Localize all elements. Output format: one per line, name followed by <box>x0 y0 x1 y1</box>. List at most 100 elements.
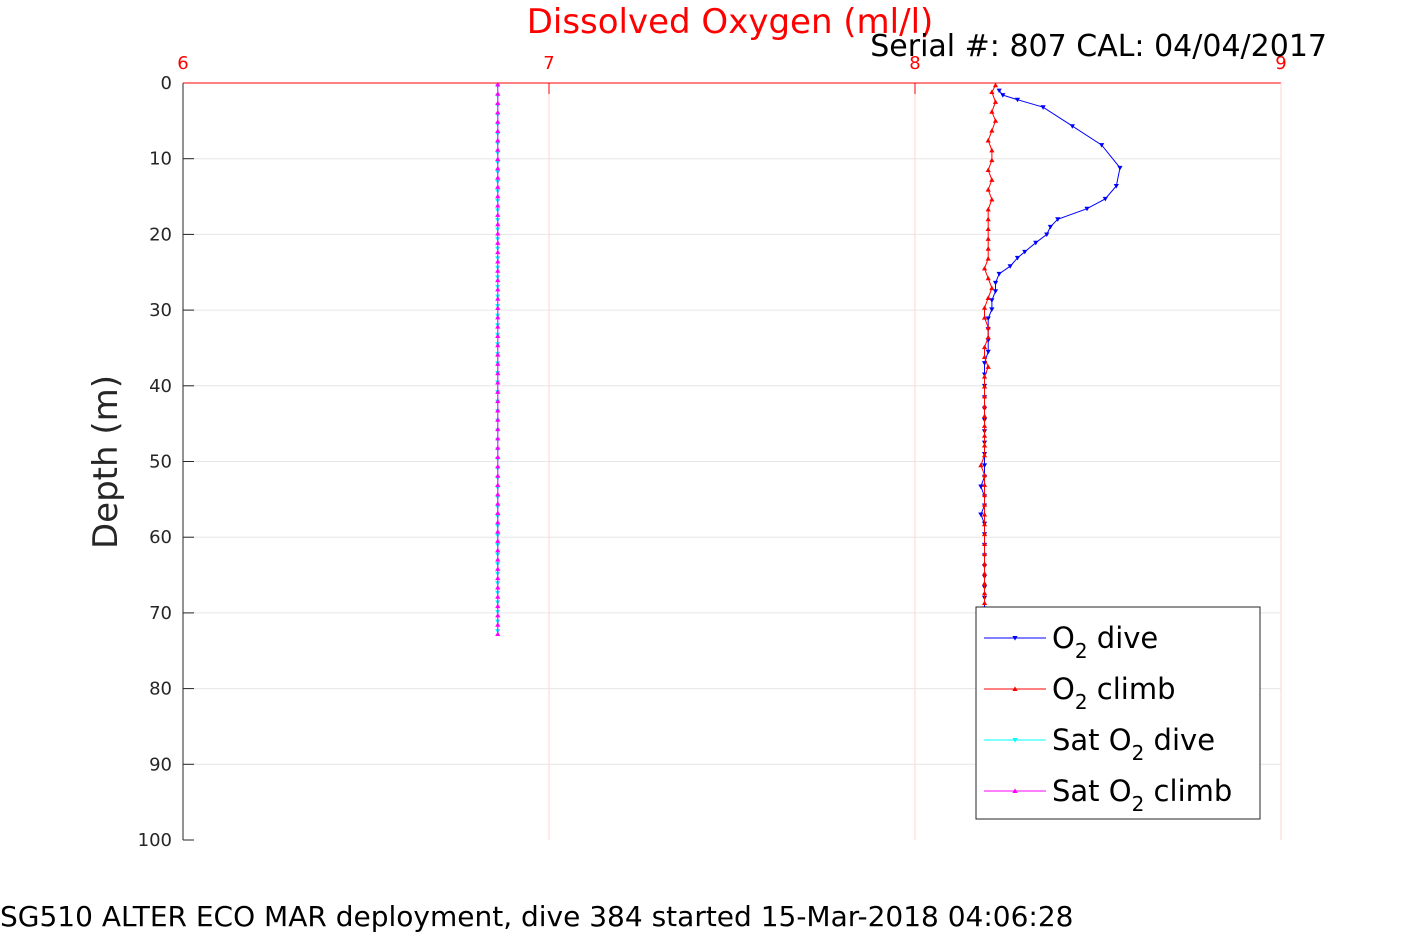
data-point <box>981 570 988 576</box>
data-point <box>989 157 995 163</box>
data-point <box>985 216 991 222</box>
data-point <box>495 556 501 562</box>
data-point <box>985 295 991 300</box>
data-point <box>495 575 501 581</box>
data-point <box>981 531 988 537</box>
data-point <box>495 193 501 199</box>
legend-subscript: 2 <box>1075 639 1088 663</box>
y-tick-label: 40 <box>149 376 172 397</box>
data-point <box>989 177 995 182</box>
data-point <box>989 109 995 114</box>
legend-box <box>975 606 1261 820</box>
y-tick-label: 50 <box>149 452 172 473</box>
data-point <box>992 280 999 286</box>
data-point <box>495 622 501 627</box>
data-point <box>495 165 501 171</box>
data-point <box>1044 232 1050 237</box>
data-point <box>981 551 988 556</box>
y-tick-label: 0 <box>161 73 172 94</box>
data-point <box>495 305 501 311</box>
data-point <box>495 491 501 497</box>
data-point <box>495 156 501 161</box>
data-point <box>1007 264 1013 269</box>
x-tick-label: 6 <box>177 53 188 74</box>
data-point <box>1099 143 1105 148</box>
data-point <box>981 541 988 546</box>
data-point <box>495 137 501 143</box>
data-point <box>495 109 501 115</box>
data-point <box>992 82 999 88</box>
data-point <box>989 307 995 312</box>
data-point <box>495 324 501 329</box>
data-point <box>1000 93 1006 98</box>
y-tick-label: 30 <box>149 300 172 321</box>
data-point <box>495 240 501 245</box>
data-point <box>495 296 501 301</box>
data-point <box>495 314 501 320</box>
x-tick-label: 8 <box>909 53 920 74</box>
data-point <box>981 561 988 566</box>
legend-subscript: 2 <box>1075 690 1088 714</box>
data-point <box>495 119 501 124</box>
data-point <box>989 196 995 202</box>
data-point <box>495 398 501 404</box>
data-point <box>495 268 501 273</box>
data-point <box>985 167 991 173</box>
data-point <box>495 519 501 525</box>
data-point <box>495 277 501 283</box>
legend-label-part: O <box>1052 672 1075 706</box>
data-point <box>1069 124 1075 129</box>
data-point <box>495 454 501 460</box>
data-point <box>495 230 501 236</box>
legend-label-part: climb <box>1088 672 1176 706</box>
data-point <box>981 403 988 409</box>
series-3 <box>495 81 501 637</box>
chart-title: Dissolved Oxygen (ml/l) <box>527 2 934 42</box>
data-point <box>495 286 501 292</box>
data-point <box>996 271 1002 277</box>
data-point <box>495 221 501 227</box>
data-point <box>1047 224 1054 230</box>
legend-entry: Sat O2 climb <box>984 774 1232 816</box>
data-point <box>1055 217 1061 222</box>
data-point <box>1084 206 1090 212</box>
data-point <box>981 423 988 428</box>
data-point <box>495 566 501 571</box>
y-tick-label: 10 <box>149 149 172 170</box>
y-tick-label: 60 <box>149 527 172 548</box>
data-point <box>981 502 988 507</box>
data-point <box>1102 196 1108 202</box>
data-point <box>981 393 988 399</box>
data-point <box>981 361 988 366</box>
data-point <box>978 462 984 468</box>
legend-label: Sat O2 climb <box>1052 774 1232 816</box>
data-point <box>1014 255 1021 261</box>
data-point <box>985 256 991 261</box>
serial-cal-label: Serial #: 807 CAL: 04/04/2017 <box>870 29 1327 64</box>
data-point <box>495 175 501 180</box>
data-point <box>495 407 501 413</box>
legend-label-part: dive <box>1088 621 1159 655</box>
data-point <box>981 344 988 350</box>
y-tick-label: 90 <box>149 754 172 775</box>
data-point <box>495 147 501 152</box>
data-point <box>495 435 501 441</box>
data-point <box>495 128 501 134</box>
data-point <box>981 482 988 487</box>
data-point <box>992 99 999 104</box>
legend-label: O2 climb <box>1052 672 1176 714</box>
data-point <box>495 445 501 450</box>
data-point <box>985 236 991 241</box>
data-point <box>985 316 991 322</box>
data-point <box>985 226 991 232</box>
data-point <box>495 81 501 87</box>
data-point <box>985 275 991 281</box>
data-series <box>495 81 1123 637</box>
data-point <box>1014 97 1021 103</box>
data-point <box>989 128 995 133</box>
data-point <box>495 203 501 208</box>
legend-entry: O2 climb <box>984 672 1176 714</box>
data-point <box>981 521 988 527</box>
